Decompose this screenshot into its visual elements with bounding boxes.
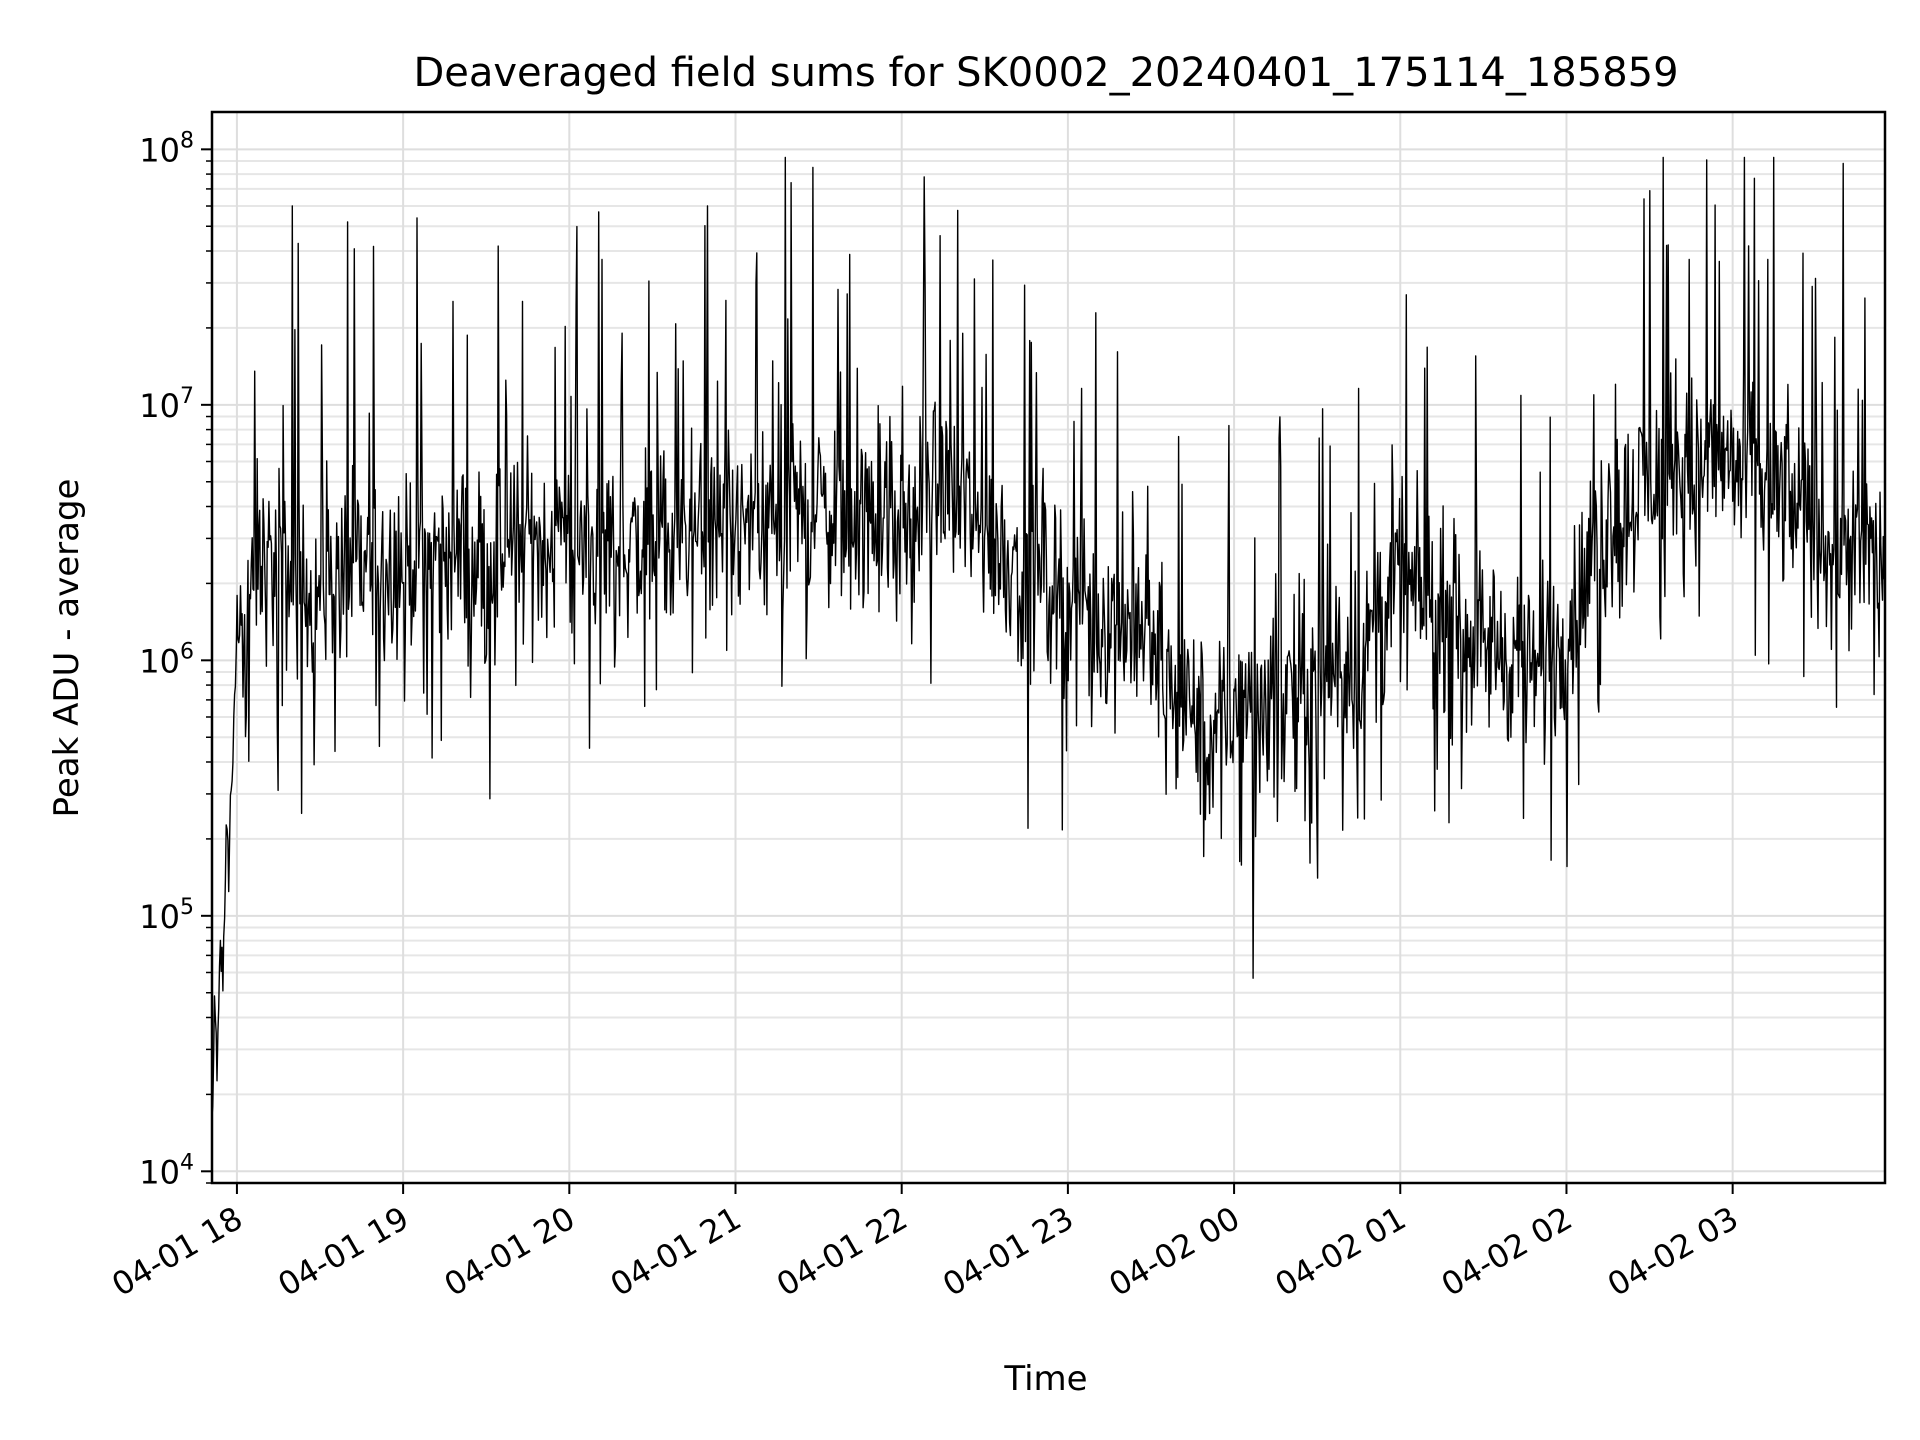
y-tick-label: 108: [139, 128, 194, 169]
y-tick-label: 105: [139, 895, 194, 936]
y-axis-title: Peak ADU - average: [47, 479, 87, 818]
grid: [212, 112, 1885, 1184]
y-tick-label: 106: [139, 639, 194, 680]
y-tick-label: 104: [139, 1150, 194, 1191]
data-series: [211, 156, 1886, 1117]
chart-title: Deaveraged field sums for SK0002_2024040…: [413, 50, 1678, 96]
series-line: [211, 156, 1886, 1117]
plot-frame: [210, 110, 1887, 1185]
x-axis-title: Time: [1003, 1359, 1087, 1399]
y-tick-label: 107: [139, 384, 194, 425]
